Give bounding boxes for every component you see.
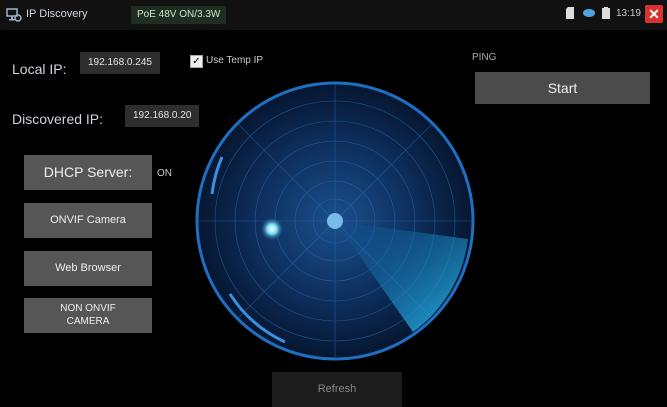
web-browser-button[interactable]: Web Browser [24, 251, 152, 286]
onvif-camera-button[interactable]: ONVIF Camera [24, 203, 152, 238]
clock: 13:19 [615, 7, 641, 19]
use-temp-ip-label: Use Temp IP [206, 55, 264, 66]
discovered-ip-label: Discovered IP: [12, 111, 104, 127]
battery-icon [601, 7, 610, 19]
ping-label: PING [472, 52, 497, 63]
network-discovery-icon [6, 8, 22, 22]
non-onvif-camera-button[interactable]: NON ONVIF CAMERA [24, 298, 152, 333]
dhcp-server-button[interactable]: DHCP Server: [24, 155, 152, 190]
ping-start-button[interactable]: Start [475, 72, 650, 104]
refresh-button[interactable]: Refresh [272, 372, 402, 407]
status-area: 13:19 [565, 7, 641, 19]
local-ip-label: Local IP: [12, 61, 67, 77]
dhcp-status-text: ON [157, 168, 172, 179]
local-ip-field[interactable]: 192.168.0.245 [80, 52, 160, 74]
poe-status-badge: PoE 48V ON/3.3W [131, 6, 227, 24]
title-bar: IP Discovery PoE 48V ON/3.3W 13:19 ✕ [0, 0, 667, 30]
app-title: IP Discovery [26, 8, 88, 20]
close-icon: ✕ [648, 6, 660, 22]
close-button[interactable]: ✕ [645, 5, 663, 23]
radar-scan-display [195, 81, 475, 361]
use-temp-ip-checkbox[interactable]: ✓ [190, 55, 203, 68]
network-icon [582, 9, 595, 17]
sd-card-icon [565, 7, 574, 19]
discovered-ip-field[interactable]: 192.168.0.20 [125, 105, 200, 127]
